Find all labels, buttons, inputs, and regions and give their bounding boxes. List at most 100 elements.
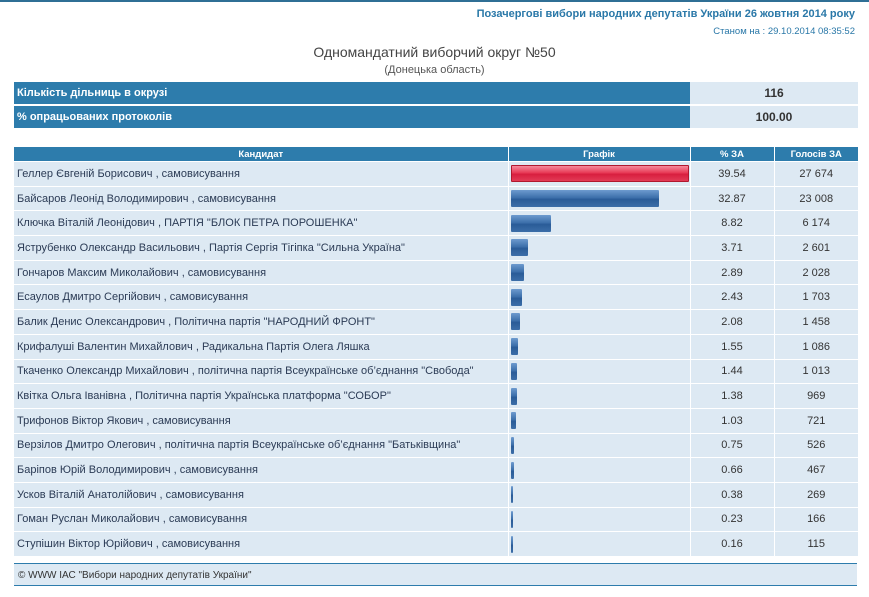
vote-share-bar bbox=[510, 461, 514, 479]
vote-count: 2 601 bbox=[773, 235, 858, 261]
table-row: Яструбенко Олександр Васильович , Партія… bbox=[14, 235, 858, 261]
vote-share-cell bbox=[507, 457, 690, 483]
table-row: Гончаров Максим Миколайович , самовисува… bbox=[14, 259, 858, 285]
table-row: Гоман Руслан Миколайович , самовисування… bbox=[14, 506, 858, 532]
vote-percent: 1.55 bbox=[689, 333, 774, 359]
vote-share-cell bbox=[507, 358, 690, 384]
candidate-name: Баріпов Юрій Володимирович , самовисуван… bbox=[14, 457, 508, 483]
election-title: Позачергові вибори народних депутатів Ук… bbox=[476, 8, 855, 20]
timestamp: Станом на : 29.10.2014 08:35:52 bbox=[713, 26, 855, 37]
column-header-candidate: Кандидат bbox=[14, 147, 508, 162]
vote-percent: 39.54 bbox=[689, 161, 774, 187]
table-row: Верзілов Дмитро Олегович , політична пар… bbox=[14, 432, 858, 458]
vote-percent: 1.44 bbox=[689, 358, 774, 384]
candidate-name: Балик Денис Олександрович , Політична па… bbox=[14, 309, 508, 335]
vote-share-cell bbox=[507, 284, 690, 310]
candidate-name: Усков Віталій Анатолійович , самовисуван… bbox=[14, 481, 508, 508]
vote-count: 969 bbox=[773, 383, 858, 409]
vote-count: 115 bbox=[773, 531, 858, 556]
vote-share-bar bbox=[510, 239, 528, 257]
vote-count: 1 086 bbox=[773, 333, 858, 359]
vote-share-cell bbox=[507, 481, 690, 508]
candidate-name: Гоман Руслан Миколайович , самовисування bbox=[14, 506, 508, 532]
column-header-graph: Графік bbox=[507, 147, 690, 162]
vote-share-bar bbox=[510, 362, 517, 380]
table-row: Квітка Ольга Іванівна , Політична партія… bbox=[14, 383, 858, 409]
column-header-percent: % ЗА bbox=[689, 147, 774, 162]
vote-count: 2 028 bbox=[773, 259, 858, 285]
vote-share-cell bbox=[507, 407, 690, 434]
vote-share-cell bbox=[507, 432, 690, 458]
vote-share-bar bbox=[510, 288, 522, 306]
vote-count: 27 674 bbox=[773, 161, 858, 187]
vote-count: 467 bbox=[773, 457, 858, 483]
candidate-name: Верзілов Дмитро Олегович , політична пар… bbox=[14, 432, 508, 458]
vote-count: 1 703 bbox=[773, 284, 858, 310]
vote-share-bar bbox=[510, 387, 517, 405]
vote-percent: 2.08 bbox=[689, 309, 774, 335]
vote-share-cell bbox=[507, 506, 690, 532]
table-row: Усков Віталій Анатолійович , самовисуван… bbox=[14, 481, 858, 508]
vote-percent: 2.43 bbox=[689, 284, 774, 310]
candidate-name: Есаулов Дмитро Сергійович , самовисуванн… bbox=[14, 284, 508, 310]
table-row: Геллер Євгеній Борисович , самовисування… bbox=[14, 161, 858, 187]
vote-share-cell bbox=[507, 185, 690, 211]
table-row: Ключка Віталій Леонідович , ПАРТІЯ "БЛОК… bbox=[14, 210, 858, 236]
district-title: Одномандатний виборчий округ №50 bbox=[313, 44, 556, 60]
district-region: (Донецька область) bbox=[384, 64, 485, 76]
table-row: Баріпов Юрій Володимирович , самовисуван… bbox=[14, 457, 858, 483]
info-row-stations: Кількість дільниць в окрузі 116 bbox=[14, 82, 858, 104]
vote-share-bar bbox=[510, 412, 516, 430]
vote-percent: 0.75 bbox=[689, 432, 774, 458]
vote-count: 23 008 bbox=[773, 185, 858, 211]
vote-percent: 2.89 bbox=[689, 259, 774, 285]
vote-share-cell bbox=[507, 531, 690, 556]
table-row: Ступішин Віктор Юрійович , самовисування… bbox=[14, 531, 858, 556]
vote-share-bar bbox=[510, 214, 551, 232]
vote-percent: 0.16 bbox=[689, 531, 774, 556]
vote-percent: 0.23 bbox=[689, 506, 774, 532]
candidate-name: Ткаченко Олександр Михайлович , політичн… bbox=[14, 358, 508, 384]
vote-count: 1 458 bbox=[773, 309, 858, 335]
vote-share-cell bbox=[507, 235, 690, 261]
info-value: 100.00 bbox=[690, 106, 858, 128]
district-info-table: Кількість дільниць в окрузі 116 % опраць… bbox=[14, 80, 858, 130]
vote-percent: 1.03 bbox=[689, 407, 774, 434]
vote-share-cell bbox=[507, 333, 690, 359]
vote-count: 1 013 bbox=[773, 358, 858, 384]
vote-share-cell bbox=[507, 309, 690, 335]
table-row: Ткаченко Олександр Михайлович , політичн… bbox=[14, 358, 858, 384]
vote-share-bar bbox=[510, 338, 518, 356]
vote-percent: 1.38 bbox=[689, 383, 774, 409]
vote-share-cell bbox=[507, 259, 690, 285]
results-header-row: Кандидат Графік % ЗА Голосів ЗА bbox=[14, 147, 858, 162]
table-row: Байсаров Леонід Володимирович , самовису… bbox=[14, 185, 858, 211]
info-label: Кількість дільниць в окрузі bbox=[14, 82, 690, 104]
info-value: 116 bbox=[690, 82, 858, 104]
vote-share-bar bbox=[510, 510, 513, 528]
footer: © WWW ІАС "Вибори народних депутатів Укр… bbox=[14, 563, 857, 586]
candidate-name: Гончаров Максим Миколайович , самовисува… bbox=[14, 259, 508, 285]
vote-share-bar bbox=[510, 313, 520, 331]
vote-share-bar bbox=[510, 535, 513, 553]
candidate-name: Ступішин Віктор Юрійович , самовисування bbox=[14, 531, 508, 556]
vote-percent: 8.82 bbox=[689, 210, 774, 236]
results-body: Геллер Євгеній Борисович , самовисування… bbox=[14, 161, 858, 556]
vote-count: 166 bbox=[773, 506, 858, 532]
vote-percent: 32.87 bbox=[689, 185, 774, 211]
table-row: Крифалуші Валентин Михайлович , Радикаль… bbox=[14, 333, 858, 359]
vote-percent: 0.66 bbox=[689, 457, 774, 483]
vote-share-bar bbox=[510, 165, 689, 183]
candidate-name: Ключка Віталій Леонідович , ПАРТІЯ "БЛОК… bbox=[14, 210, 508, 236]
candidate-name: Трифонов Віктор Якович , самовисування bbox=[14, 407, 508, 434]
vote-share-bar bbox=[510, 264, 524, 282]
vote-share-bar bbox=[510, 190, 659, 208]
candidate-name: Геллер Євгеній Борисович , самовисування bbox=[14, 161, 508, 187]
vote-share-bar bbox=[510, 436, 514, 454]
candidate-name: Байсаров Леонід Володимирович , самовису… bbox=[14, 185, 508, 211]
vote-share-cell bbox=[507, 210, 690, 236]
candidate-name: Яструбенко Олександр Васильович , Партія… bbox=[14, 235, 508, 261]
vote-count: 6 174 bbox=[773, 210, 858, 236]
results-table: Кандидат Графік % ЗА Голосів ЗА Геллер Є… bbox=[14, 147, 858, 556]
info-row-protocols: % опрацьованих протоколів 100.00 bbox=[14, 106, 858, 128]
